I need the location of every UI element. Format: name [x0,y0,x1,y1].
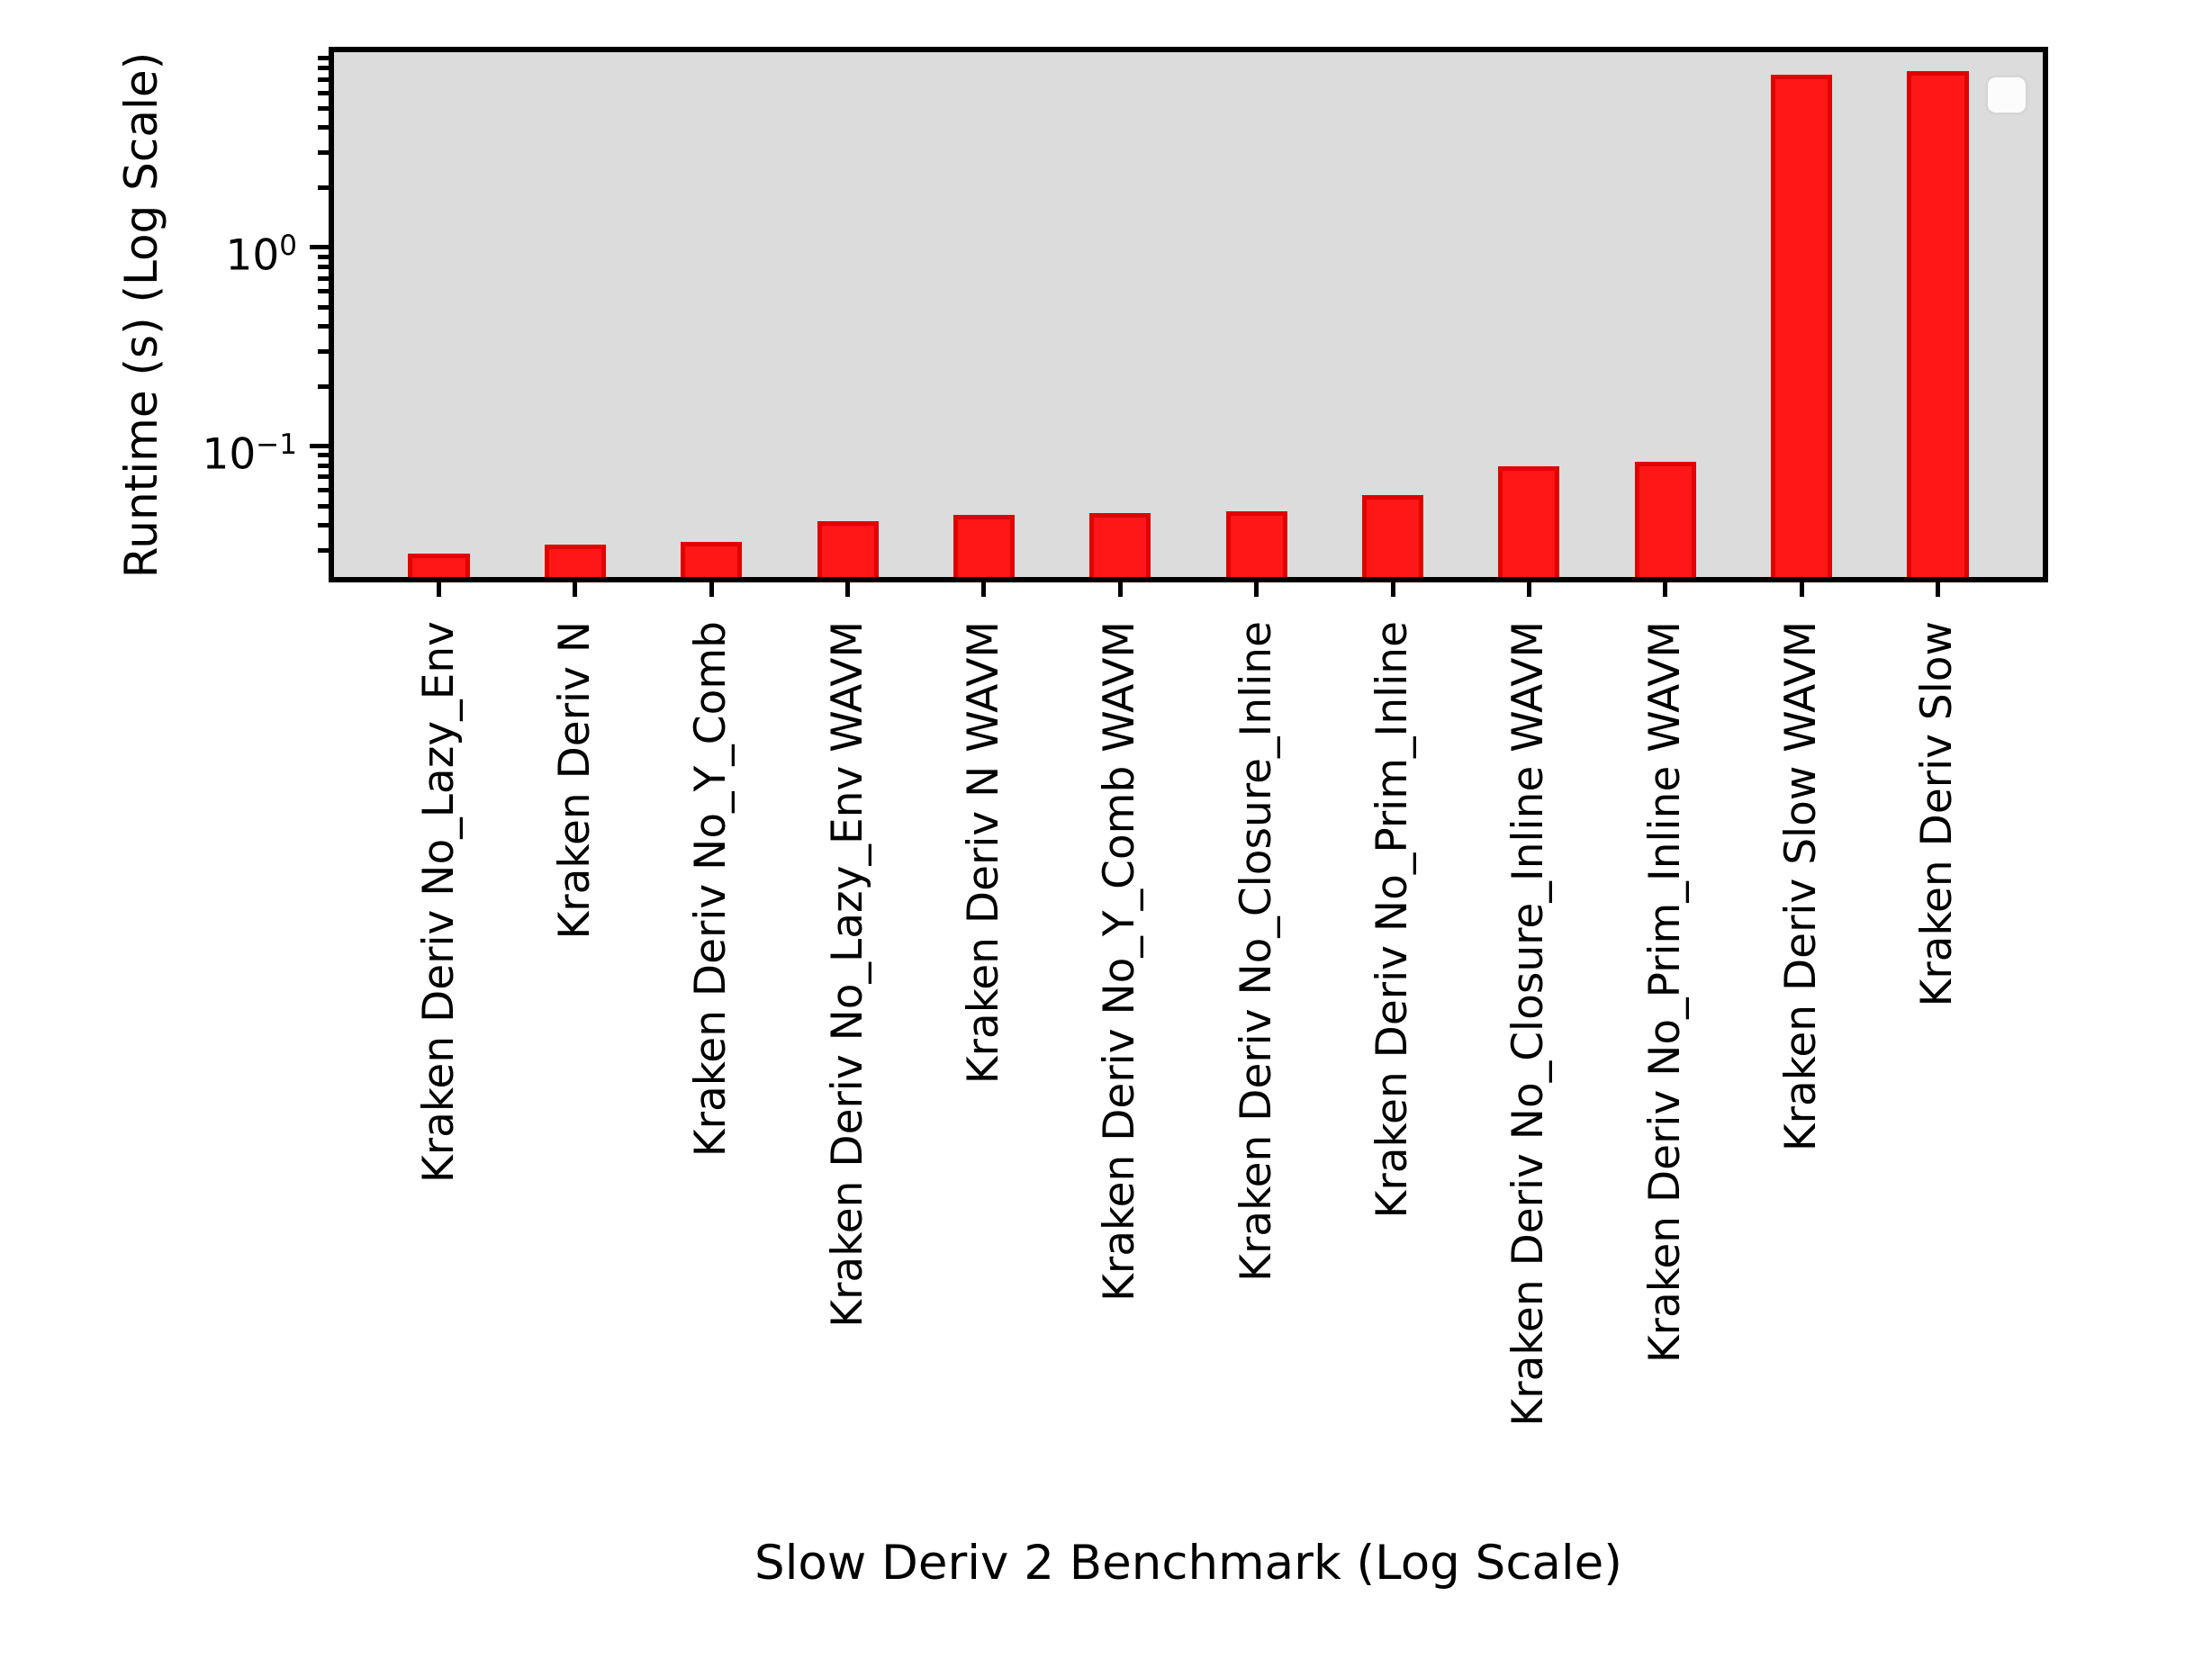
bar [681,542,743,577]
bar [1225,511,1287,577]
bar [1634,461,1696,577]
x-tick-label: Kraken Deriv No_Closure_Inline [1231,621,1281,1282]
bars-container [334,52,2043,577]
x-tick-label-text: Kraken Deriv No_Closure_Inline WAVM [1503,621,1554,1427]
y-tick-label: 10−1 [144,407,297,482]
y-major-tick-mark [310,444,329,449]
y-tick-label-exponent: −1 [256,428,297,461]
y-minor-tick-mark [318,474,329,480]
x-tick-mark [437,582,442,597]
x-tick-label-text: Kraken Deriv Slow [1912,621,1963,1007]
y-minor-tick-mark [318,304,329,310]
y-minor-tick-mark [318,463,329,468]
x-tick-label: Kraken Deriv No_Prim_Inline WAVM [1639,621,1690,1364]
x-tick-label-text: Kraken Deriv No_Prim_Inline WAVM [1639,621,1690,1364]
x-tick-label-text: Kraken Deriv No_Lazy_Env [413,621,464,1184]
x-tick-label: Kraken Deriv Slow WAVM [1776,621,1827,1152]
x-tick-label-text: Kraken Deriv Slow WAVM [1776,621,1827,1152]
x-tick-label: Kraken Deriv No_Prim_Inline [1368,621,1418,1219]
bar [1498,466,1560,577]
x-tick-label: Kraken Deriv N [549,621,600,940]
y-minor-tick-mark [318,383,329,389]
y-minor-tick-mark [318,90,329,95]
y-minor-tick-mark [318,150,329,156]
y-tick-label: 100 [144,208,297,284]
y-minor-tick-mark [318,523,329,528]
y-minor-tick-mark [318,65,329,70]
y-tick-label-exponent: 0 [279,229,297,262]
bar [953,515,1016,577]
x-tick-label-text: Kraken Deriv No_Y_Comb [686,621,736,1158]
y-minor-tick-mark [318,289,329,294]
y-minor-tick-mark [318,55,329,60]
y-axis-label: Runtime (s) (Log Scale) [115,51,167,579]
x-tick-label: Kraken Deriv No_Y_Comb WAVM [1095,621,1145,1302]
bar [544,545,606,577]
x-tick-mark [981,582,987,597]
bar [1907,71,1969,577]
bar [1089,513,1151,577]
legend [1985,75,2028,115]
y-minor-tick-mark [318,254,329,259]
x-axis-label: Slow Deriv 2 Benchmark (Log Scale) [754,1536,1622,1591]
y-minor-tick-mark [318,324,329,329]
x-tick-label: Kraken Deriv N WAVM [958,621,1008,1085]
x-tick-label: Kraken Deriv No_Closure_Inline WAVM [1503,621,1554,1427]
x-tick-label-text: Kraken Deriv N [549,621,600,940]
x-tick-label: Kraken Deriv No_Y_Comb [686,621,736,1158]
y-minor-tick-mark [318,503,329,509]
y-minor-tick-mark [318,488,329,493]
x-tick-mark [1254,582,1259,597]
x-tick-label: Kraken Deriv No_Lazy_Env WAVM [822,621,872,1328]
x-tick-mark [1935,582,1940,597]
bar [1771,74,1833,577]
bar [1361,494,1424,577]
x-tick-label-text: Kraken Deriv No_Lazy_Env WAVM [822,621,872,1328]
y-minor-tick-mark [318,453,329,458]
y-major-tick-mark [310,245,329,250]
y-tick-label-base: 10 [225,230,280,281]
x-tick-mark [1799,582,1804,597]
bar [408,553,470,577]
x-tick-label: Kraken Deriv Slow [1912,621,1963,1007]
plot-area [329,47,2048,582]
x-tick-label-text: Kraken Deriv No_Closure_Inline [1231,621,1281,1282]
x-tick-label-text: Kraken Deriv No_Prim_Inline [1368,621,1418,1219]
y-minor-tick-mark [318,125,329,131]
x-tick-mark [573,582,578,597]
bar [817,520,879,577]
x-tick-mark [1526,582,1531,597]
x-tick-mark [1117,582,1123,597]
x-tick-label-text: Kraken Deriv N WAVM [958,621,1008,1085]
y-minor-tick-mark [318,77,329,82]
y-tick-label-base: 10 [202,429,257,480]
x-tick-mark [1663,582,1668,597]
y-minor-tick-mark [318,264,329,269]
x-tick-mark [709,582,714,597]
y-minor-tick-mark [318,275,329,281]
x-tick-mark [845,582,851,597]
y-minor-tick-mark [318,185,329,190]
y-minor-tick-mark [318,348,329,354]
y-minor-tick-mark [318,106,329,112]
x-tick-label: Kraken Deriv No_Lazy_Env [413,621,464,1184]
x-tick-label-text: Kraken Deriv No_Y_Comb WAVM [1095,621,1145,1302]
y-minor-tick-mark [318,547,329,553]
x-tick-mark [1390,582,1395,597]
